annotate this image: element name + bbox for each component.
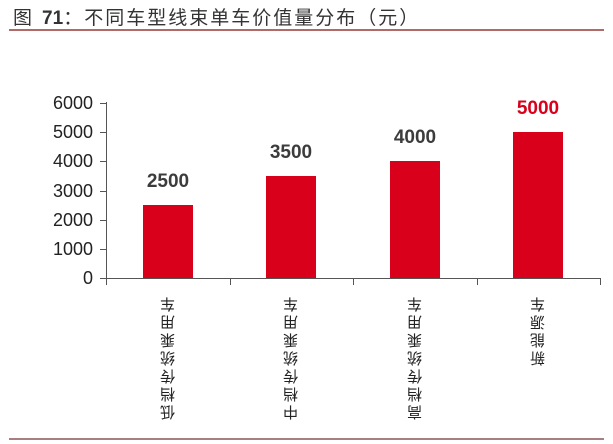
x-tick-mark <box>106 279 107 285</box>
y-tick-label: 5000 <box>52 122 93 142</box>
y-tick-mark <box>100 161 106 162</box>
y-tick-mark <box>100 220 106 221</box>
y-axis <box>106 102 107 279</box>
y-tick-mark <box>100 278 106 279</box>
y-tick-label: 0 <box>82 268 93 288</box>
bar-value-label: 2500 <box>146 171 190 192</box>
y-tick-mark <box>100 249 106 250</box>
y-tick-mark <box>100 132 106 133</box>
figure-title-text: ：不同车型线束单车价值量分布（元） <box>63 7 421 29</box>
category-label: 中档传统乘用车 <box>282 294 300 420</box>
y-tick-label: 1000 <box>52 239 93 259</box>
bar <box>513 132 563 278</box>
category-label: 高档传统乘用车 <box>406 294 424 420</box>
title-underline <box>9 29 604 31</box>
bar <box>143 205 193 278</box>
y-tick-mark <box>100 103 106 104</box>
category-label: 低档传统乘用车 <box>159 294 177 420</box>
bar <box>390 161 440 278</box>
x-tick-mark <box>600 279 601 285</box>
figure-title: 图 71：不同车型线束单车价值量分布（元） <box>13 3 420 30</box>
bar-value-label: 4000 <box>393 127 437 148</box>
y-tick-label: 4000 <box>52 151 93 171</box>
bottom-rule <box>9 438 604 440</box>
y-tick-label: 3000 <box>52 181 93 201</box>
figure-number: 71 <box>42 8 64 29</box>
x-tick-mark <box>477 279 478 285</box>
y-tick-label: 2000 <box>52 210 93 230</box>
bar-value-label: 3500 <box>269 142 313 163</box>
x-tick-mark <box>230 279 231 285</box>
figure-prefix: 图 <box>13 7 43 29</box>
y-tick-label: 6000 <box>52 93 93 113</box>
bar-value-label: 5000 <box>516 98 560 119</box>
y-tick-mark <box>100 191 106 192</box>
x-axis <box>106 278 601 279</box>
x-tick-mark <box>353 279 354 285</box>
category-label: 新能源车 <box>529 294 547 366</box>
bar <box>266 176 316 278</box>
